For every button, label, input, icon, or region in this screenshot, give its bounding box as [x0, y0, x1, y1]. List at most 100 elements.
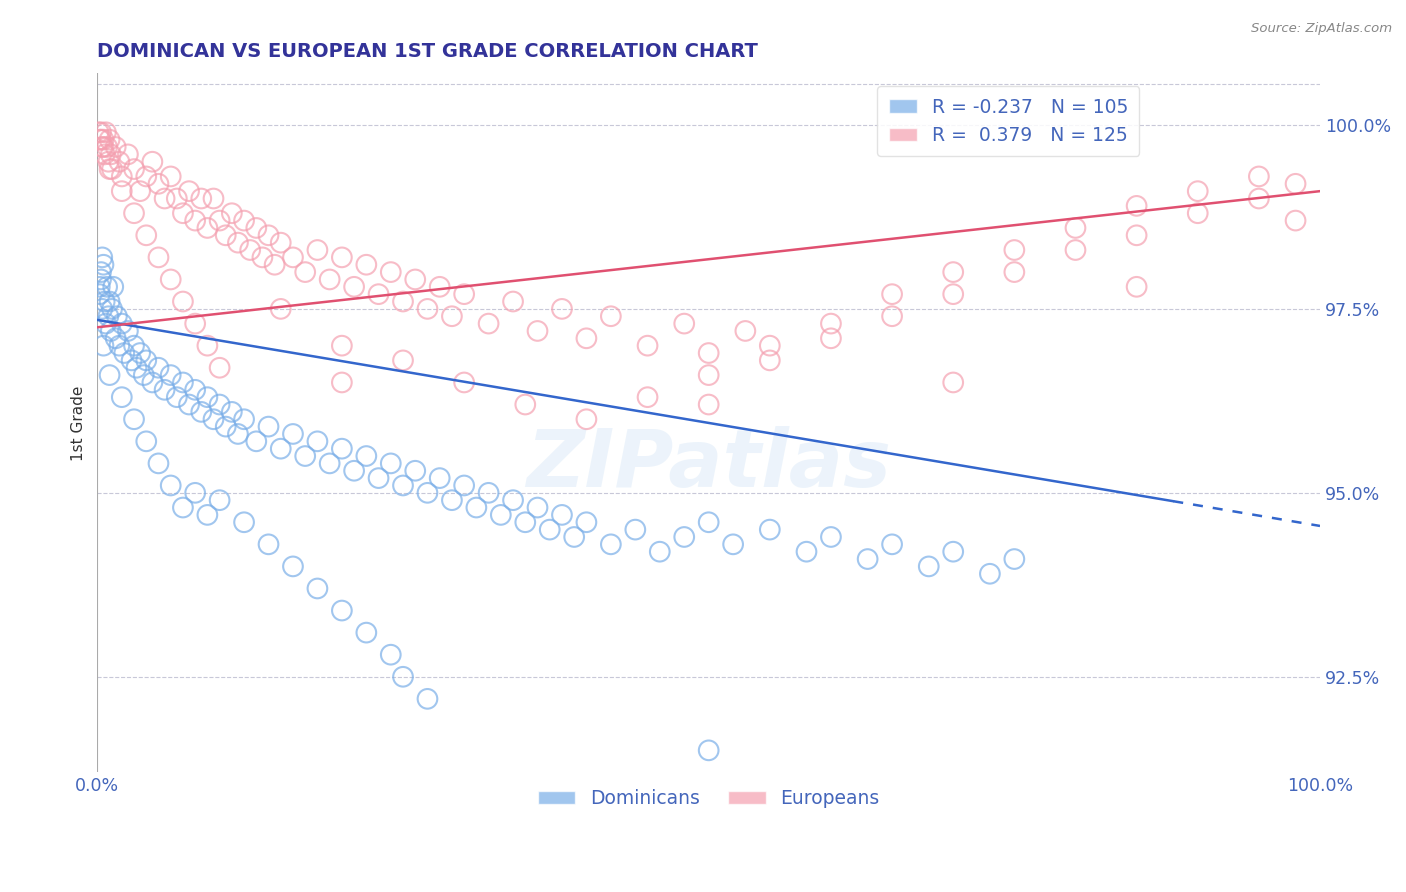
Point [562, 530, 585, 544]
Point [453, 478, 475, 492]
Point [697, 346, 720, 360]
Point [281, 427, 304, 442]
Point [575, 412, 598, 426]
Point [330, 442, 353, 456]
Point [91, 140, 114, 154]
Point [125, 360, 148, 375]
Point [98, 368, 121, 383]
Point [98, 162, 121, 177]
Point [367, 471, 389, 485]
Point [94, 317, 117, 331]
Point [575, 331, 598, 345]
Point [367, 287, 389, 301]
Point [942, 265, 965, 279]
Point [153, 192, 176, 206]
Point [318, 272, 340, 286]
Point [820, 331, 842, 345]
Point [190, 192, 212, 206]
Point [87, 125, 110, 139]
Point [416, 485, 439, 500]
Point [942, 376, 965, 390]
Point [148, 456, 170, 470]
Point [380, 265, 402, 279]
Point [122, 206, 145, 220]
Point [489, 508, 512, 522]
Point [172, 294, 194, 309]
Point [356, 625, 378, 640]
Point [880, 537, 903, 551]
Point [392, 478, 415, 492]
Point [515, 398, 537, 412]
Point [111, 317, 134, 331]
Point [93, 133, 115, 147]
Point [98, 133, 121, 147]
Text: DOMINICAN VS EUROPEAN 1ST GRADE CORRELATION CHART: DOMINICAN VS EUROPEAN 1ST GRADE CORRELAT… [97, 42, 758, 61]
Point [1064, 243, 1087, 257]
Point [440, 493, 463, 508]
Point [233, 515, 256, 529]
Point [197, 221, 219, 235]
Point [796, 544, 818, 558]
Point [257, 419, 280, 434]
Point [270, 235, 292, 250]
Point [281, 559, 304, 574]
Point [135, 434, 157, 449]
Point [184, 485, 207, 500]
Point [1125, 280, 1147, 294]
Point [697, 515, 720, 529]
Point [148, 177, 170, 191]
Point [159, 478, 181, 492]
Point [294, 449, 316, 463]
Point [404, 464, 426, 478]
Point [551, 508, 574, 522]
Point [1002, 552, 1025, 566]
Point [153, 383, 176, 397]
Point [330, 603, 353, 617]
Point [1002, 243, 1025, 257]
Point [177, 398, 200, 412]
Point [208, 398, 231, 412]
Point [166, 192, 188, 206]
Point [330, 376, 353, 390]
Point [697, 368, 720, 383]
Point [330, 339, 353, 353]
Text: ZIPatlas: ZIPatlas [526, 425, 891, 504]
Point [263, 258, 285, 272]
Point [129, 346, 152, 360]
Point [135, 228, 157, 243]
Point [122, 339, 145, 353]
Point [1187, 184, 1209, 198]
Point [132, 368, 155, 383]
Point [91, 251, 114, 265]
Point [135, 169, 157, 184]
Point [1064, 221, 1087, 235]
Point [257, 537, 280, 551]
Point [416, 691, 439, 706]
Point [624, 523, 647, 537]
Point [148, 251, 170, 265]
Point [392, 294, 415, 309]
Point [1284, 177, 1306, 191]
Point [239, 243, 262, 257]
Point [318, 456, 340, 470]
Text: Source: ZipAtlas.com: Source: ZipAtlas.com [1251, 22, 1392, 36]
Point [856, 552, 879, 566]
Point [979, 566, 1001, 581]
Point [673, 530, 696, 544]
Point [478, 317, 501, 331]
Point [515, 515, 537, 529]
Point [1284, 213, 1306, 227]
Point [526, 500, 548, 515]
Point [96, 280, 118, 294]
Point [270, 442, 292, 456]
Point [281, 251, 304, 265]
Point [502, 493, 524, 508]
Point [759, 353, 782, 368]
Point [184, 213, 207, 227]
Point [1247, 169, 1270, 184]
Point [208, 213, 231, 227]
Point [101, 162, 124, 177]
Point [918, 559, 941, 574]
Point [759, 523, 782, 537]
Point [90, 125, 112, 139]
